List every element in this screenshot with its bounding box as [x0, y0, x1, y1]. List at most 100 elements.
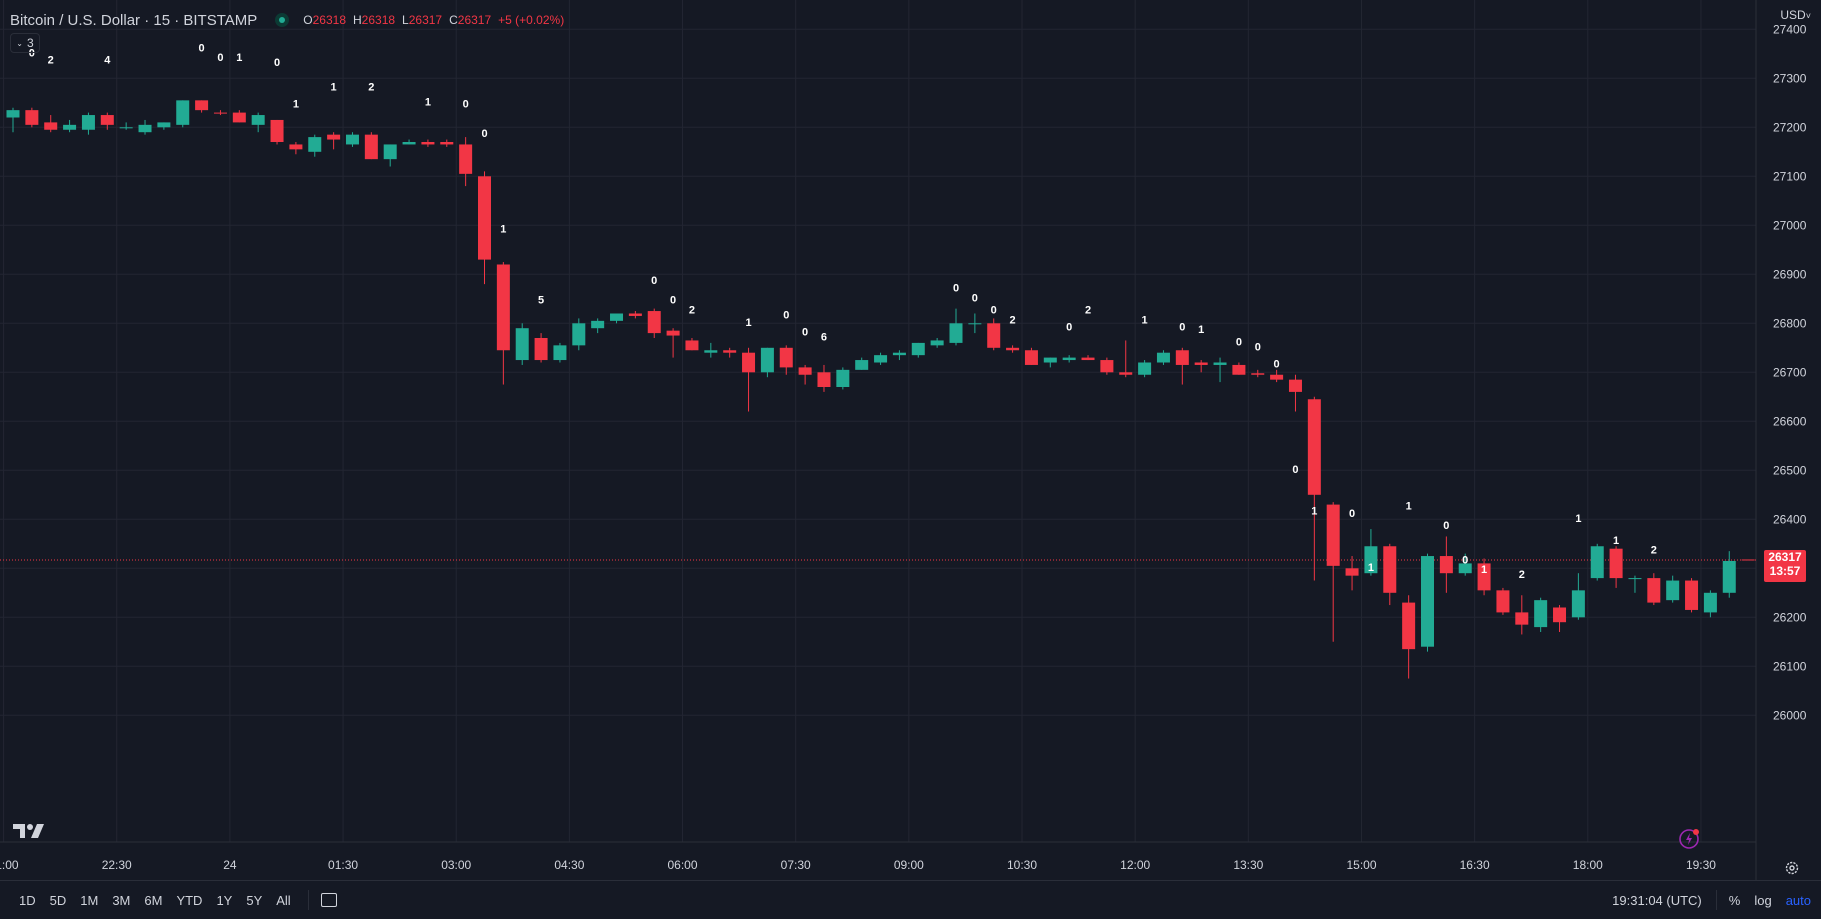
- time-tick-label: 10:30: [1007, 858, 1037, 872]
- candle-up: [138, 119, 152, 135]
- candle-up: [892, 350, 906, 361]
- candle-down: [666, 328, 680, 358]
- candle-up: [1062, 355, 1076, 363]
- candle-body: [1609, 548, 1623, 579]
- range-button-ytd[interactable]: YTD: [176, 892, 203, 908]
- candle-body: [213, 112, 227, 114]
- low-value: 26317: [408, 13, 443, 27]
- candle-body: [1628, 578, 1642, 580]
- candle-down: [478, 171, 491, 285]
- market-status-icon[interactable]: [275, 13, 290, 27]
- candle-down: [1515, 595, 1529, 635]
- symbol-title[interactable]: Bitcoin / U.S. Dollar · 15 · BITSTAMP: [10, 11, 258, 29]
- candle-body: [1326, 504, 1340, 566]
- bar-count-label: 1: [1613, 535, 1619, 547]
- log-scale-button[interactable]: log: [1754, 892, 1772, 908]
- candle-up: [930, 338, 944, 348]
- candle-body: [1270, 374, 1284, 380]
- candle-body: [572, 323, 586, 346]
- candle-body: [25, 110, 39, 125]
- price-tick-label: 26600: [1773, 414, 1807, 428]
- candle-up: [911, 342, 925, 358]
- bar-count-label: 1: [1481, 564, 1487, 576]
- candle-body: [1062, 357, 1076, 361]
- candle-body: [63, 124, 77, 130]
- candle-down: [1307, 396, 1321, 581]
- last-price-value: 26317: [1768, 550, 1802, 564]
- bar-count-label: 1: [1142, 314, 1148, 326]
- currency-selector[interactable]: USD˅: [1780, 8, 1811, 22]
- time-tick-label: 07:30: [781, 858, 811, 872]
- bar-count-label: 0: [481, 128, 487, 140]
- price-tick-label: 27100: [1773, 169, 1807, 183]
- candle-up: [553, 342, 567, 363]
- candle-up: [1703, 590, 1717, 618]
- range-button-3m[interactable]: 3M: [112, 892, 131, 908]
- candle-body: [647, 311, 661, 334]
- range-button-1y[interactable]: 1Y: [216, 892, 233, 908]
- bar-count-label: 0: [1292, 464, 1298, 476]
- candle-body: [1647, 578, 1661, 603]
- candle-up: [1156, 350, 1170, 365]
- candle-down: [327, 132, 341, 150]
- chevron-down-icon: ˅: [1805, 11, 1811, 21]
- range-button-all[interactable]: All: [276, 892, 291, 908]
- price-tick-label: 26800: [1773, 316, 1807, 330]
- bar-count-label: 0: [1066, 322, 1072, 334]
- gear-icon[interactable]: [1784, 860, 1800, 881]
- candle-body: [610, 313, 624, 321]
- candle-down: [1006, 345, 1020, 353]
- candle-body: [591, 320, 605, 329]
- low-key: L: [402, 13, 409, 27]
- range-button-5y[interactable]: 5Y: [246, 892, 263, 908]
- candle-down: [1175, 347, 1189, 385]
- currency-label: USD: [1780, 8, 1806, 22]
- bar-count-label: 0: [1255, 341, 1261, 353]
- candle-body: [1043, 357, 1057, 363]
- bar-count-label: 0: [953, 282, 959, 294]
- price-chart[interactable]: 2600026100262002630026400265002660026700…: [0, 0, 1821, 880]
- candle-body: [1722, 560, 1736, 593]
- price-axis[interactable]: 2600026100262002630026400265002660026700…: [1773, 22, 1807, 722]
- candle-body: [1288, 379, 1302, 392]
- candle-body: [81, 115, 95, 130]
- candle-body: [1477, 563, 1491, 591]
- candle-body: [1439, 556, 1453, 574]
- range-button-6m[interactable]: 6M: [144, 892, 163, 908]
- time-tick-label: 16:30: [1460, 858, 1490, 872]
- time-tick-label: 09:00: [894, 858, 924, 872]
- price-tick-label: 27400: [1773, 22, 1807, 36]
- tradingview-logo-icon[interactable]: [13, 822, 45, 845]
- candle-up: [251, 112, 265, 133]
- ohlc-values: O26318 H26318 L26317 C26317 +5 (+0.02%): [303, 13, 564, 27]
- percent-scale-button[interactable]: %: [1728, 892, 1741, 908]
- symbol-legend[interactable]: Bitcoin / U.S. Dollar · 15 · BITSTAMP O2…: [10, 9, 564, 31]
- candle-down: [1270, 369, 1284, 383]
- range-button-5d[interactable]: 5D: [49, 892, 67, 908]
- candle-body: [892, 352, 906, 356]
- candle-up: [119, 122, 133, 130]
- candle-down: [1119, 340, 1133, 378]
- candle-body: [176, 100, 190, 125]
- close-key: C: [449, 13, 458, 27]
- calendar-icon[interactable]: [320, 893, 337, 907]
- candle-down: [1345, 556, 1359, 591]
- price-tick-label: 26900: [1773, 267, 1807, 281]
- range-button-1d[interactable]: 1D: [19, 892, 36, 908]
- time-axis[interactable]: 21:00 22:30 24 01:30 03:00 04:30 06:00 07:30 09:…: [0, 858, 1716, 872]
- bar-count-label: 0: [1443, 520, 1449, 532]
- range-button-1m[interactable]: 1M: [80, 892, 99, 908]
- indicators-toggle-button[interactable]: ⌄ 3: [10, 33, 40, 53]
- lightning-icon[interactable]: [1678, 827, 1702, 856]
- candle-down: [44, 115, 58, 133]
- candle-body: [1383, 546, 1397, 593]
- utc-clock[interactable]: 19:31:04 (UTC): [1612, 892, 1702, 908]
- candle-body: [1138, 362, 1152, 375]
- auto-scale-button[interactable]: auto: [1785, 892, 1811, 908]
- candle-body: [6, 110, 20, 118]
- time-tick-label: 03:00: [441, 858, 471, 872]
- bar-count-label: 2: [1085, 305, 1091, 317]
- high-key: H: [353, 13, 362, 27]
- bar-count-label: 6: [821, 331, 827, 343]
- candle-body: [402, 142, 416, 145]
